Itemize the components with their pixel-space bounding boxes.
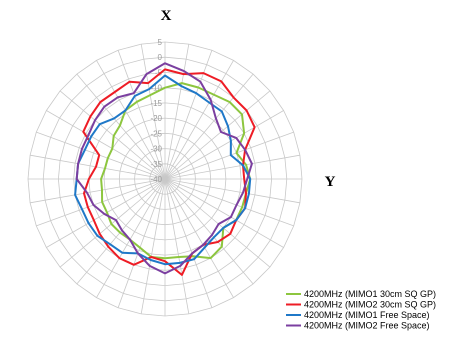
grid-spoke — [164, 178, 213, 308]
series-line — [74, 74, 252, 266]
grid-spoke — [164, 178, 234, 298]
grid-spoke — [76, 73, 166, 180]
grid-spoke — [164, 50, 213, 180]
grid-spoke — [164, 44, 190, 180]
grid-spoke — [164, 178, 284, 248]
legend: 4200MHz (MIMO1 30cm SQ GP)4200MHz (MIMO2… — [286, 289, 436, 331]
grid-spoke — [164, 178, 190, 314]
tick-label: -15 — [150, 99, 162, 108]
tick-label: -40 — [150, 175, 162, 184]
grid-spoke — [30, 178, 166, 204]
radar-series — [74, 62, 256, 276]
grid-spoke — [96, 60, 166, 180]
tick-label: -5 — [155, 68, 163, 77]
legend-label: 4200MHz (MIMO2 Free Space) — [304, 321, 430, 331]
legend-label: 4200MHz (MIMO1 Free Space) — [304, 310, 430, 320]
grid-spoke — [164, 73, 254, 180]
grid-spoke — [140, 178, 166, 314]
grid-spoke — [96, 178, 166, 298]
tick-label: -10 — [150, 84, 162, 93]
series-line — [100, 82, 252, 260]
tick-label: -25 — [150, 129, 162, 138]
grid-spoke — [164, 90, 271, 180]
grid-spoke — [30, 154, 166, 180]
grid-spoke — [76, 178, 166, 285]
legend-label: 4200MHz (MIMO2 30cm SQ GP) — [304, 300, 436, 310]
axis-title-top: X — [161, 8, 172, 24]
grid-spoke — [164, 178, 271, 268]
grid-spoke — [117, 50, 166, 180]
series-line — [75, 62, 253, 275]
grid-spoke — [164, 178, 294, 227]
grid-spoke — [164, 154, 300, 180]
grid-spoke — [59, 178, 166, 268]
grid-spoke — [117, 178, 166, 308]
radar-grid — [27, 41, 303, 317]
grid-spoke — [140, 44, 166, 180]
grid-spoke — [164, 131, 294, 180]
grid-spoke — [164, 110, 284, 180]
grid-spoke — [46, 178, 166, 248]
grid-spoke — [36, 178, 166, 227]
tick-label: 5 — [158, 38, 163, 47]
tick-label: 0 — [158, 53, 163, 62]
grid-spoke — [46, 110, 166, 180]
grid-spoke — [164, 60, 234, 180]
series-line — [82, 68, 256, 276]
grid-spoke — [36, 131, 166, 180]
grid-spoke — [59, 90, 166, 180]
radar-tick-labels: 5 0 -5 -10 -15 -20 -25 -30 -35 -40 — [150, 38, 162, 184]
legend-label: 4200MHz (MIMO1 30cm SQ GP) — [304, 289, 436, 299]
grid-spoke — [164, 178, 254, 285]
tick-label: -20 — [150, 114, 162, 123]
grid-spoke — [164, 178, 300, 204]
axis-title-right: Y — [325, 174, 336, 190]
tick-label: -30 — [150, 145, 162, 154]
tick-label: -35 — [150, 160, 162, 169]
